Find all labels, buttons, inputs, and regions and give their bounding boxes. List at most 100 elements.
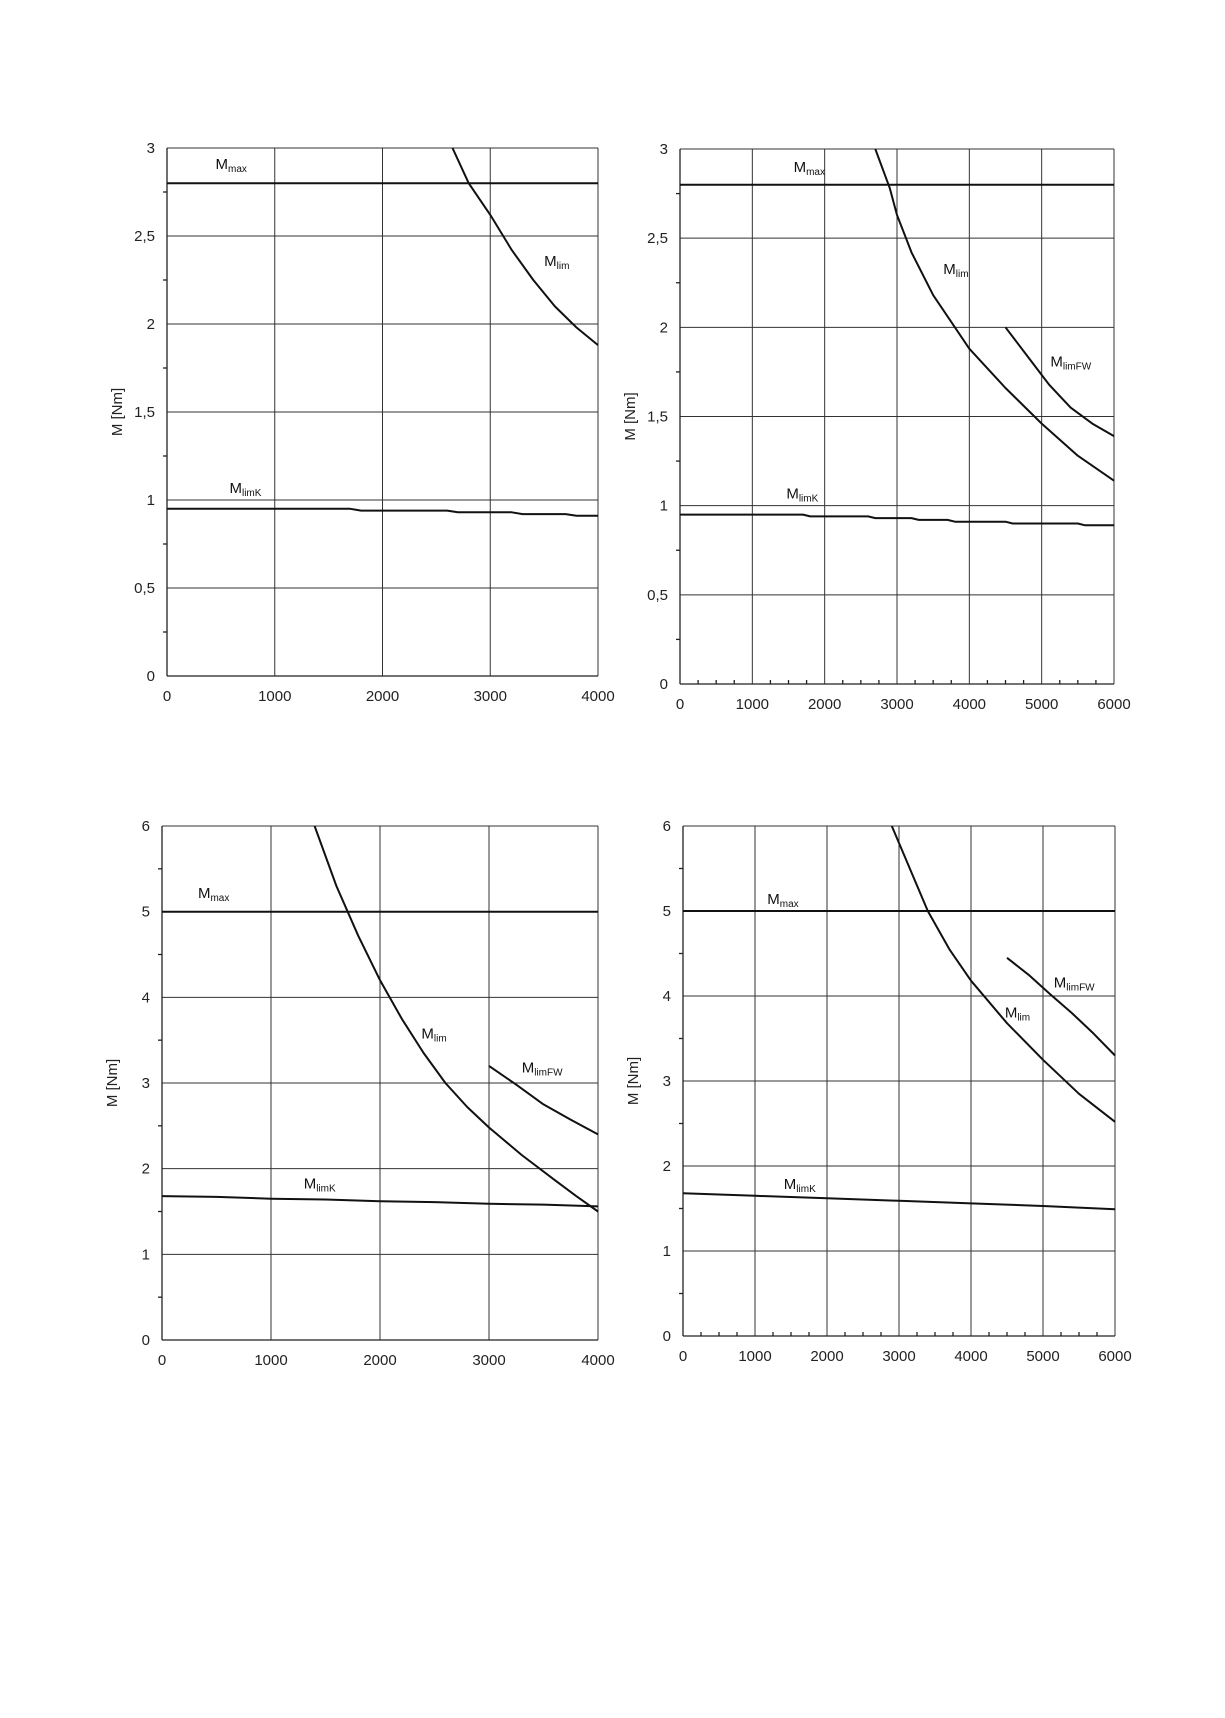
series-label-subscript: limK bbox=[242, 488, 262, 499]
y-tick-label: 5 bbox=[663, 903, 671, 920]
series-label-subscript: lim bbox=[1017, 1012, 1030, 1023]
y-tick-label: 1,5 bbox=[134, 404, 155, 421]
series-line-mlim bbox=[874, 148, 1115, 482]
x-tick-label: 4000 bbox=[581, 688, 614, 705]
series-label-main: M bbox=[544, 253, 557, 270]
y-axis-label: M [Nm] bbox=[104, 1059, 121, 1107]
x-tick-label: 0 bbox=[679, 1348, 687, 1365]
y-tick-label: 0 bbox=[147, 668, 155, 685]
y-tick-label: 4 bbox=[663, 988, 671, 1005]
series-label-subscript: limK bbox=[799, 494, 819, 505]
series-line-mlim bbox=[890, 825, 1116, 1123]
x-tick-label: 5000 bbox=[1025, 696, 1058, 713]
y-tick-label: 3 bbox=[142, 1075, 150, 1092]
series-line-mlimk bbox=[161, 1195, 599, 1208]
series-label-mlimk: MlimK bbox=[784, 1176, 816, 1195]
y-tick-label: 2,5 bbox=[647, 230, 668, 247]
series-label-subscript: max bbox=[806, 167, 825, 178]
x-tick-label: 2000 bbox=[366, 688, 399, 705]
x-tick-label: 1000 bbox=[258, 688, 291, 705]
y-tick-label: 2 bbox=[147, 316, 155, 333]
series-label-subscript: max bbox=[780, 899, 799, 910]
series-label-main: M bbox=[304, 1175, 317, 1192]
series-line-mlimk bbox=[167, 507, 598, 517]
y-tick-label: 0 bbox=[142, 1332, 150, 1349]
series-label-mlim: Mlim bbox=[544, 253, 569, 272]
chart-bottom-right: 0 1000 2000 3000 4000 5000 6000 0 1 2 3 4 5 6 M [Nm] Mm… bbox=[625, 818, 1132, 1365]
x-tick-label: 2000 bbox=[810, 1348, 843, 1365]
series-label-mlim: Mlim bbox=[943, 261, 968, 280]
series-line-mlim bbox=[313, 825, 599, 1213]
series-label-subscript: lim bbox=[956, 269, 969, 280]
series-label-subscript: limFW bbox=[1066, 983, 1095, 994]
y-tick-label: 1 bbox=[142, 1246, 150, 1263]
series-line-mlimk bbox=[680, 513, 1114, 527]
x-tick-label: 1000 bbox=[254, 1352, 287, 1369]
series-label-subscript: lim bbox=[434, 1033, 447, 1044]
series-line-mlimfw bbox=[488, 1065, 599, 1136]
series-label-main: M bbox=[794, 159, 807, 176]
series-line-mlimfw bbox=[1006, 957, 1116, 1057]
series-label-main: M bbox=[943, 261, 956, 278]
series-label-main: M bbox=[1050, 354, 1063, 371]
series-label-subscript: limFW bbox=[534, 1068, 563, 1079]
y-axis-label: M [Nm] bbox=[625, 1057, 642, 1105]
y-tick-label: 1 bbox=[660, 498, 668, 515]
series-label-mlim: Mlim bbox=[1005, 1004, 1030, 1023]
y-tick-label: 6 bbox=[663, 818, 671, 835]
series-label-mmax: Mmax bbox=[198, 885, 229, 904]
x-tick-label: 2000 bbox=[363, 1352, 396, 1369]
x-tick-label: 0 bbox=[158, 1352, 166, 1369]
y-tick-label: 3 bbox=[147, 140, 155, 157]
y-tick-label: 0 bbox=[660, 676, 668, 693]
series-label-subscript: limK bbox=[796, 1184, 816, 1195]
series-label-main: M bbox=[786, 486, 799, 503]
series-label-main: M bbox=[522, 1060, 535, 1077]
y-tick-label: 3 bbox=[663, 1073, 671, 1090]
series-label-subscript: limK bbox=[316, 1183, 336, 1194]
y-tick-label: 4 bbox=[142, 989, 150, 1006]
y-tick-label: 0,5 bbox=[134, 580, 155, 597]
x-tick-label: 1000 bbox=[738, 1348, 771, 1365]
series-label-mmax: Mmax bbox=[767, 891, 798, 910]
x-tick-label: 3000 bbox=[472, 1352, 505, 1369]
series-line-mlim bbox=[451, 147, 599, 346]
series-label-mmax: Mmax bbox=[794, 159, 825, 178]
series-line-mlimfw bbox=[1004, 326, 1115, 437]
series-label-mmax: Mmax bbox=[215, 156, 246, 175]
x-tick-label: 6000 bbox=[1097, 696, 1130, 713]
series-label-main: M bbox=[1054, 975, 1067, 992]
y-tick-label: 2 bbox=[663, 1158, 671, 1175]
chart-top-left: 0 1000 2000 3000 4000 0 0,5 1 1,5 2 2,5 3 M [Nm] Mmax… bbox=[109, 140, 615, 705]
x-tick-label: 2000 bbox=[808, 696, 841, 713]
series-line-mlimk bbox=[682, 1192, 1116, 1211]
chart-top-right: 0 1000 2000 3000 4000 5000 6000 0 0,5 1 1,5 2 2,5 3 M … bbox=[622, 141, 1131, 713]
series-label-mlimfw: MlimFW bbox=[1050, 354, 1091, 373]
series-label-subscript: max bbox=[228, 164, 247, 175]
series-label-main: M bbox=[421, 1025, 434, 1042]
series-label-main: M bbox=[1005, 1004, 1018, 1021]
y-tick-label: 0,5 bbox=[647, 587, 668, 604]
x-tick-label: 6000 bbox=[1098, 1348, 1131, 1365]
y-tick-label: 1 bbox=[147, 492, 155, 509]
y-tick-label: 1 bbox=[663, 1243, 671, 1260]
y-tick-label: 2,5 bbox=[134, 228, 155, 245]
y-tick-label: 5 bbox=[142, 904, 150, 921]
series-label-mlimk: MlimK bbox=[786, 486, 818, 505]
y-axis-label: M [Nm] bbox=[622, 392, 639, 440]
series-label-subscript: limFW bbox=[1063, 362, 1092, 373]
series-label-main: M bbox=[784, 1176, 797, 1193]
series-label-main: M bbox=[767, 891, 780, 908]
x-tick-label: 3000 bbox=[882, 1348, 915, 1365]
x-tick-label: 1000 bbox=[736, 696, 769, 713]
series-label-mlim: Mlim bbox=[421, 1025, 446, 1044]
x-tick-label: 3000 bbox=[880, 696, 913, 713]
x-tick-label: 4000 bbox=[954, 1348, 987, 1365]
y-tick-label: 6 bbox=[142, 818, 150, 835]
y-tick-label: 2 bbox=[142, 1161, 150, 1178]
series-label-mlimk: MlimK bbox=[229, 480, 261, 499]
series-label-subscript: lim bbox=[557, 261, 570, 272]
x-tick-label: 0 bbox=[163, 688, 171, 705]
